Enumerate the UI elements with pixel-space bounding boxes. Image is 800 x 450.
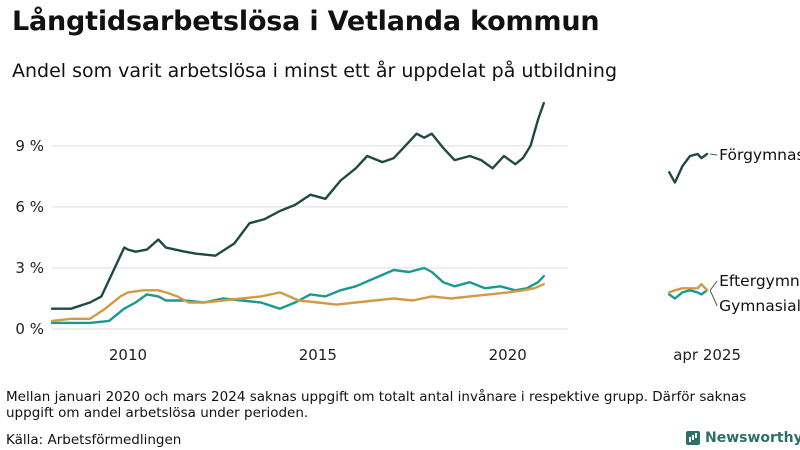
series-line-gymnasial: [50, 266, 545, 325]
x-tick-label: 2010: [109, 346, 147, 364]
series-label-forgymnasial: Förgymnasial: 8,6 %: [719, 146, 800, 164]
series-line-gymnasial: [668, 289, 709, 300]
label-leader-eftergymnasial: [709, 280, 718, 291]
series-label-gymnasial: Gymnasial: 1,9 %: [719, 297, 800, 315]
series-line-eftergymnasial: [668, 283, 709, 294]
y-tick-label: 6 %: [15, 198, 44, 216]
bar-chart-icon: [686, 431, 700, 445]
series-labels: Förgymnasial: 8,6 % Gymnasial: 1,9 % Efter…: [709, 146, 800, 315]
y-tick-label: 3 %: [15, 259, 44, 277]
chart-note: Mellan januari 2020 och mars 2024 saknas…: [6, 389, 747, 421]
series-line-eftergymnasial: [50, 283, 545, 323]
y-tick-label: 0 %: [15, 320, 44, 338]
chart-subtitle: Andel som varit arbetslösa i minst ett å…: [12, 60, 618, 82]
x-tick-label: apr 2025: [673, 346, 741, 364]
x-axis-ticks: 2010 2015 2020 apr 2025: [109, 346, 741, 364]
y-axis-ticks: 0 % 3 % 6 % 9 %: [15, 137, 44, 338]
series-lines: [50, 101, 709, 325]
series-line-forgymnasial: [668, 152, 709, 184]
newsworthy-logo: Newsworthy: [686, 430, 800, 446]
source-text: Källa: Arbetsförmedlingen: [6, 432, 182, 448]
brand-name: Newsworthy: [705, 430, 800, 446]
series-label-eftergymnasial: Eftergymnasial: 1,9 %: [719, 272, 800, 290]
label-leader-forgymnasial: [710, 153, 718, 156]
gridlines: [52, 145, 568, 330]
y-tick-label: 9 %: [15, 137, 44, 155]
series-line-forgymnasial: [50, 101, 545, 310]
x-tick-label: 2020: [489, 346, 527, 364]
x-tick-label: 2015: [299, 346, 337, 364]
chart-title: Långtidsarbetslösa i Vetlanda kommun: [12, 6, 600, 37]
label-leader-gymnasial: [709, 290, 718, 307]
